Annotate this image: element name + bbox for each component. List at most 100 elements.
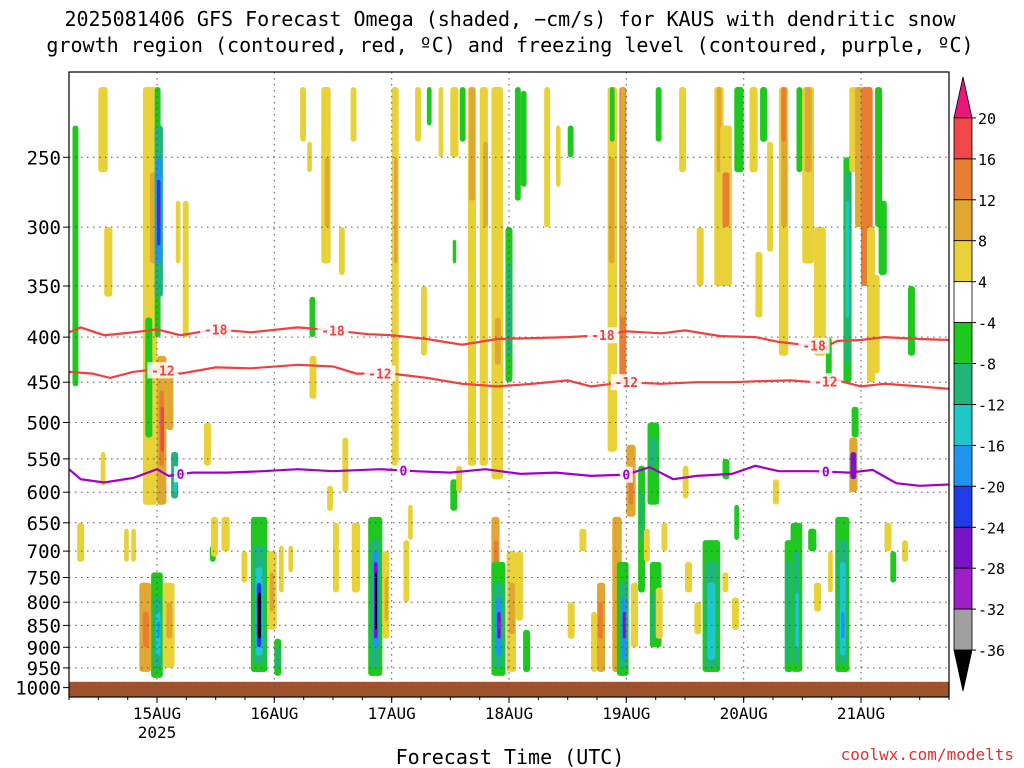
colorbar-segment [953, 567, 973, 610]
omega-cell [203, 422, 211, 466]
omega-cell [384, 577, 389, 621]
contour-label-bg [819, 463, 833, 480]
omega-cell [661, 522, 668, 552]
colorbar: 20 16 12 8 4 -4 -8 -12 -16 -20 -24 -28 -32 -36 [953, 76, 1005, 692]
contour-label: -18 [802, 340, 826, 355]
omega-cell [69, 87, 73, 684]
omega-cell [685, 561, 692, 593]
omega-cell [494, 317, 501, 365]
contour-label: 0 [622, 469, 630, 484]
omega-cell [403, 540, 410, 603]
omega-cell [649, 437, 657, 466]
omega-cell [640, 492, 644, 541]
omega-cell [804, 87, 812, 173]
omega-cell [734, 504, 739, 540]
colorbar-segment [953, 526, 973, 569]
contour-label-bg [810, 373, 842, 390]
omega-cell [755, 251, 763, 318]
omega-cell [839, 561, 846, 656]
colorbar-label: -28 [978, 560, 1005, 578]
omega-cell [608, 157, 615, 264]
omega-cell [421, 286, 427, 356]
omega-cell [598, 602, 603, 639]
colorbar-label: -32 [978, 601, 1005, 619]
y-tick-label: 300 [27, 217, 61, 239]
contour-label: 0 [822, 466, 830, 481]
omega-cell [514, 87, 521, 201]
omega-cell [591, 611, 597, 672]
omega-cell [493, 540, 499, 568]
omega-cell [872, 274, 880, 374]
omega-cell [722, 572, 729, 593]
omega-cell [516, 551, 523, 621]
omega-cell [694, 602, 702, 635]
omega-cell [696, 227, 704, 287]
omega-cell [324, 157, 330, 227]
omega-cell [655, 587, 663, 639]
contour-label: -18 [204, 323, 228, 338]
omega-cell [333, 522, 339, 593]
omega-cell [241, 551, 248, 583]
omega-cell [749, 87, 758, 173]
site-credit: coolwx.com/modelts [841, 745, 1014, 764]
omega-cell [269, 572, 275, 612]
omega-cell [890, 551, 897, 583]
contour-label: -12 [151, 364, 174, 379]
omega-cell [459, 87, 466, 142]
omega-cell [100, 451, 106, 486]
omega-cell [731, 597, 739, 630]
omega-cell [567, 602, 575, 639]
contour-label: -12 [814, 375, 837, 390]
omega-cell [845, 200, 850, 318]
omega-cell [506, 263, 512, 356]
omega-cell [520, 90, 527, 187]
contour-line [69, 464, 949, 487]
colorbar-segment [953, 485, 973, 528]
contour-label-bg [396, 462, 410, 479]
omega-cell [682, 465, 689, 499]
omega-cell [221, 516, 230, 552]
omega-cell [124, 528, 129, 562]
colorbar-label: 20 [978, 110, 996, 128]
ground-layer [69, 681, 949, 697]
y-tick-label: 500 [27, 413, 61, 435]
colorbar-label: 4 [978, 274, 987, 292]
colorbar-label: 16 [978, 151, 996, 169]
omega-cell [828, 551, 833, 593]
omega-cell [72, 125, 79, 387]
omega-cell [607, 87, 617, 452]
omega-cell [342, 437, 349, 493]
omega-cell [309, 296, 316, 338]
omega-cell [491, 87, 504, 480]
x-tick-label: 20AUG [720, 704, 768, 723]
colorbar-segment [953, 281, 973, 324]
omega-cell [622, 611, 626, 639]
x-tick-label: 21AUG [837, 704, 885, 723]
omega-cell [300, 87, 306, 142]
x-tick-label: 18AUG [485, 704, 533, 723]
contour-label: 0 [399, 465, 407, 480]
y-tick-label: 900 [27, 637, 61, 659]
omega-cell [450, 87, 459, 158]
omega-cell [722, 172, 730, 227]
colorbar-segment [953, 363, 973, 405]
y-tick-label: 450 [27, 372, 61, 394]
temperature-contours: -18 -18 -18 -18 -12 -12 -12 -12 0 0 0 0 [69, 321, 949, 487]
omega-cell [655, 87, 662, 142]
omega-cell [211, 516, 218, 557]
colorbar-segment [953, 608, 973, 651]
contour-label: -18 [321, 324, 345, 339]
omega-cell [785, 561, 792, 664]
colorbar-label: 8 [978, 233, 987, 251]
omega-cell [98, 87, 108, 173]
colorbar-segment [953, 158, 973, 201]
omega-cell [722, 458, 730, 480]
omega-cell [781, 87, 786, 142]
omega-cell [509, 582, 515, 635]
omega-cell [104, 227, 113, 297]
omega-cell [415, 87, 421, 142]
omega-cell [375, 572, 377, 630]
omega-cell [579, 528, 587, 552]
colorbar-segment [953, 322, 973, 364]
